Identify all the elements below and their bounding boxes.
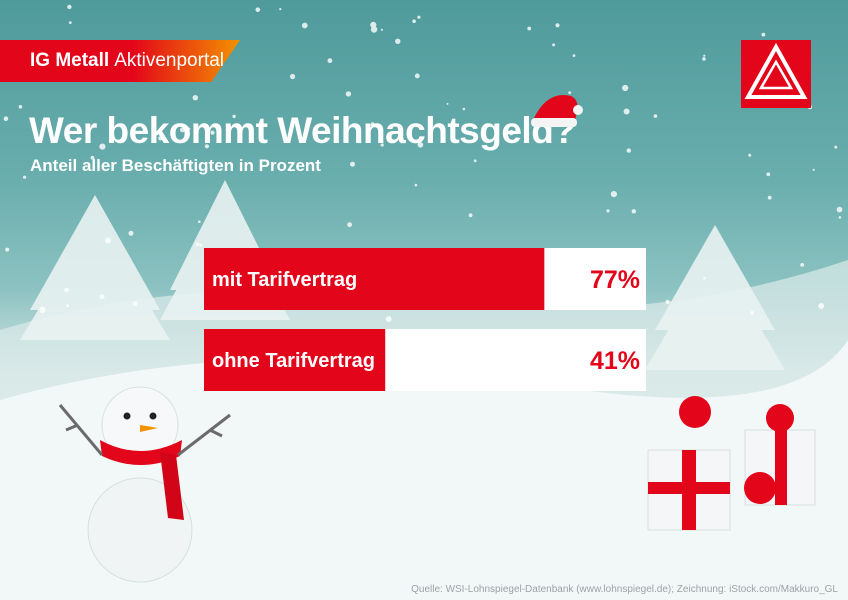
snowflake (385, 316, 392, 322)
chart-title: Wer bekommt Weihnachtsgeld? (29, 110, 576, 151)
bar (204, 248, 545, 310)
snowflake (67, 4, 72, 10)
bar-value-label: 77% (590, 266, 640, 294)
snowflake (188, 127, 191, 130)
snowflake (66, 304, 69, 308)
snowflake (767, 195, 772, 200)
snowflake (192, 95, 198, 101)
snowflake (158, 136, 163, 141)
snowflake (838, 216, 842, 219)
snowflake (818, 303, 825, 309)
snowflake (290, 73, 296, 80)
snowflake (198, 220, 201, 223)
snowflake (132, 301, 138, 307)
snowflake (414, 183, 418, 187)
snowflake (199, 243, 202, 247)
snowflake (90, 155, 95, 160)
snowflake (703, 54, 706, 57)
snowflake (347, 222, 352, 228)
snowflake (3, 116, 9, 121)
snowflake (210, 130, 215, 135)
snowflake (68, 21, 72, 24)
snowflake (380, 143, 384, 147)
snowflake (572, 54, 576, 57)
snowflake (473, 159, 477, 163)
ig-metall-logo-icon (741, 40, 811, 108)
snowflake (412, 19, 416, 24)
snowflake (568, 91, 572, 95)
snowflake (417, 15, 421, 19)
snowflake (417, 142, 424, 148)
snowflake (279, 8, 282, 11)
chart-subtitle: Anteil aller Beschäftigten in Prozent (30, 156, 321, 175)
snowflake (552, 43, 556, 47)
gift-boxes-icon (647, 396, 816, 531)
snowflake (834, 145, 838, 149)
snowflake (606, 209, 610, 213)
snowflake (750, 311, 754, 315)
snowflake (702, 57, 706, 61)
snowflake (622, 84, 629, 92)
snowflake (350, 161, 355, 167)
snowflake (653, 114, 658, 118)
source-note: Quelle: WSI-Lohnspiegel-Datenbank (www.l… (411, 584, 838, 595)
snowflake (527, 26, 532, 31)
bar-value-label: 41% (590, 347, 640, 375)
snowflake (204, 144, 209, 149)
snowflake (180, 127, 185, 133)
snowflake (64, 287, 69, 293)
snowflake (462, 107, 466, 111)
snowflake (18, 105, 23, 109)
brand-name: IG Metall (30, 50, 110, 71)
snowflake (99, 143, 106, 150)
snowflake (836, 206, 843, 213)
snowflake (370, 21, 377, 28)
snowflake (703, 277, 706, 280)
santa-hat-icon (531, 95, 583, 127)
snowflake (41, 119, 46, 124)
snowflake (327, 58, 333, 64)
snowflake (812, 168, 815, 171)
bar-label: mit Tarifvertrag (212, 269, 357, 291)
snowflake (105, 237, 111, 244)
snowflake (468, 213, 473, 218)
snowflake (631, 209, 636, 214)
bar-label: ohne Tarifvertrag (212, 350, 375, 372)
snowflake (623, 108, 630, 115)
snowflake (195, 242, 200, 246)
snowflake (508, 129, 514, 136)
snowflake (395, 38, 401, 44)
snowman-icon (58, 386, 231, 583)
snowflake (626, 148, 631, 153)
snowflake (5, 247, 10, 252)
snowflake (610, 191, 618, 198)
snowflake (99, 294, 105, 300)
snowflake (232, 114, 236, 119)
brand-banner: IG Metall Aktivenportal (0, 40, 240, 82)
snowflake (761, 32, 766, 37)
snowflake (255, 7, 261, 12)
snowflake (345, 91, 352, 97)
snowflake (380, 28, 383, 31)
brand-section: Aktivenportal (114, 50, 225, 71)
snowflake (555, 23, 560, 28)
snowflake (414, 73, 420, 79)
snowflake (39, 306, 46, 313)
snowflake (370, 26, 378, 33)
bar (204, 329, 386, 391)
snowflake (301, 22, 308, 29)
snowflake (800, 263, 805, 267)
snowflake (128, 230, 134, 236)
snowflake (23, 175, 27, 179)
snowflake (665, 299, 670, 305)
snowflake (748, 153, 752, 157)
snowflake (766, 172, 771, 177)
snowflake (370, 122, 375, 127)
snowflake (446, 102, 449, 105)
